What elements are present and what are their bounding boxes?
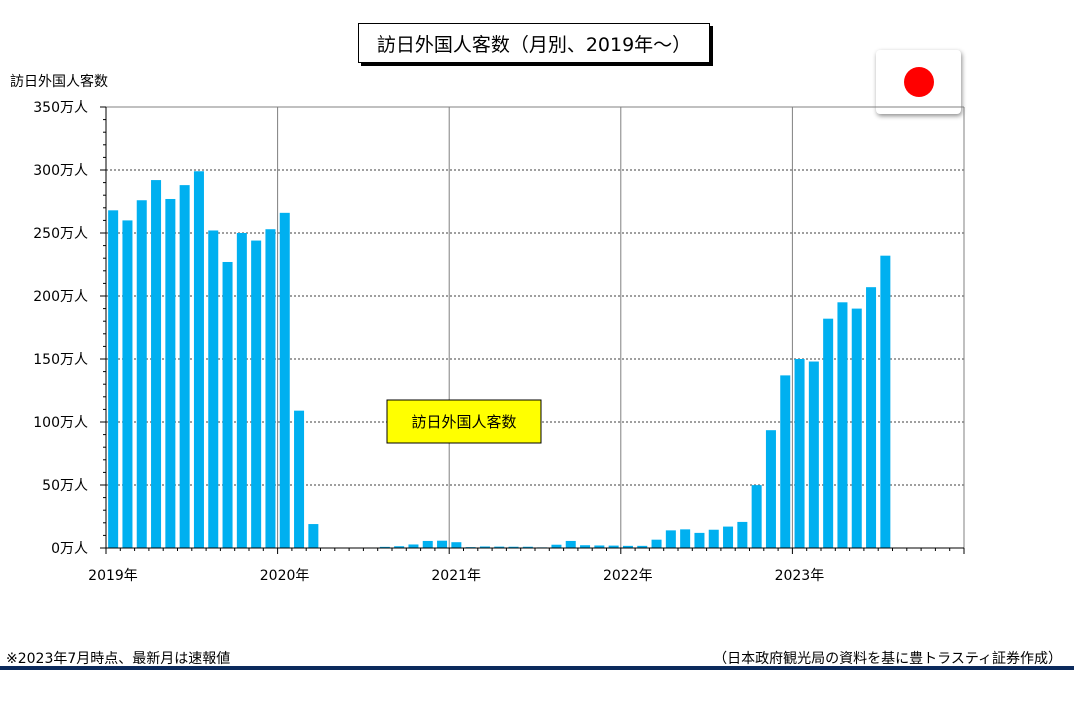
- y-tick-label: 200万人: [33, 289, 88, 305]
- bar: [694, 532, 705, 548]
- gridlines: [106, 106, 965, 548]
- footnote-source: （日本政府観光局の資料を基に豊トラスティ証券作成）: [713, 651, 1062, 667]
- bar: [651, 539, 662, 548]
- bar: [451, 542, 462, 548]
- legend-label: 訪日外国人客数: [411, 413, 516, 431]
- bars: [108, 171, 891, 549]
- bar: [551, 544, 562, 548]
- japan-flag-icon: [876, 50, 961, 114]
- bar: [122, 220, 133, 548]
- x-tick-label: 2022年: [603, 568, 653, 584]
- chart-title: 訪日外国人客数（月別、2019年～）: [358, 23, 710, 63]
- y-tick-label: 100万人: [33, 415, 88, 431]
- bar: [665, 530, 676, 548]
- bar-chart: 0万人 50万人 100万人 150万人 200万人 250万人 300万人 350万人 201…: [33, 100, 965, 584]
- bar: [708, 529, 719, 548]
- y-tick-label: 250万人: [33, 226, 88, 242]
- bar: [494, 546, 505, 548]
- bar: [780, 375, 791, 548]
- bar: [265, 229, 276, 548]
- y-tick-label: 300万人: [33, 163, 88, 179]
- bar: [294, 410, 305, 548]
- bar: [737, 521, 748, 548]
- bar: [193, 171, 204, 548]
- bar: [136, 200, 147, 549]
- legend-box: [386, 399, 542, 444]
- bar: [422, 540, 433, 548]
- y-axis-title: 訪日外国人客数: [10, 74, 108, 90]
- bar: [508, 546, 519, 548]
- footnote-note: ※2023年7月時点、最新月は速報値: [6, 651, 231, 667]
- x-tick-label: 2019年: [88, 568, 138, 584]
- bar: [580, 545, 591, 548]
- bar: [837, 302, 848, 548]
- y-tick-label: 150万人: [33, 352, 88, 368]
- y-tick-label: 50万人: [42, 478, 88, 494]
- y-tick-label: 350万人: [33, 100, 88, 116]
- flag-red-circle: [904, 67, 934, 97]
- bar: [794, 359, 805, 548]
- bar: [222, 261, 233, 548]
- bar: [637, 545, 648, 548]
- bar: [765, 430, 776, 548]
- bar: [680, 529, 691, 548]
- axes: [100, 106, 965, 554]
- bar: [823, 318, 834, 548]
- bar: [565, 540, 576, 548]
- bar: [208, 230, 219, 549]
- legend: 訪日外国人客数: [386, 399, 542, 444]
- bottom-rule: [0, 666, 1074, 670]
- bar: [723, 526, 734, 548]
- bar: [394, 546, 405, 548]
- bar: [594, 545, 605, 548]
- bar: [437, 540, 448, 548]
- bar: [179, 185, 190, 548]
- bar: [880, 255, 891, 548]
- bar: [851, 308, 862, 548]
- bar: [479, 546, 490, 548]
- bar: [622, 545, 633, 548]
- bar: [608, 545, 619, 548]
- x-tick-label: 2021年: [431, 568, 481, 584]
- bar: [408, 544, 419, 548]
- x-tick-label: 2023年: [775, 568, 825, 584]
- bar: [751, 485, 762, 548]
- bar: [308, 524, 319, 548]
- bar: [808, 361, 819, 548]
- bar: [151, 180, 162, 548]
- bar: [279, 212, 290, 548]
- x-tick-label: 2020年: [260, 568, 310, 584]
- bar: [251, 240, 262, 548]
- bar: [108, 210, 119, 548]
- bar: [522, 546, 533, 548]
- y-tick-label: 0万人: [51, 541, 88, 557]
- bar: [866, 287, 877, 548]
- tick-labels: 0万人 50万人 100万人 150万人 200万人 250万人 300万人 350万人 201…: [33, 100, 824, 584]
- bar: [236, 233, 247, 548]
- bar: [379, 546, 390, 548]
- bar: [165, 198, 176, 549]
